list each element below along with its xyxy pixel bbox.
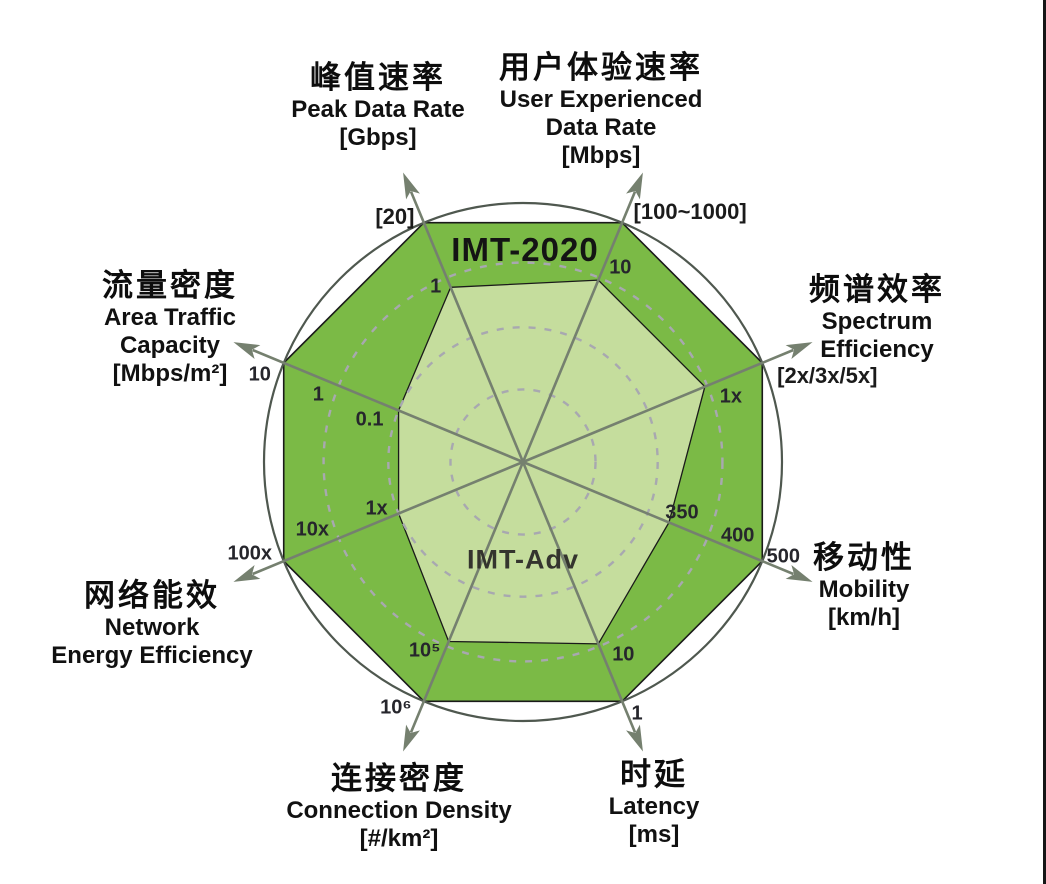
axis-title-en: Data Rate: [545, 114, 657, 141]
axis-line-spectrum-efficiency: [522, 348, 794, 464]
axis-line-network-energy-efficiency: [252, 460, 524, 576]
axis-label-latency: 时延 Latency [ms]: [534, 757, 774, 849]
axis-line-user-experienced-data-rate: [521, 191, 637, 463]
axis-title-cn: 峰值速率: [310, 60, 446, 96]
axis-title-en: Mobility: [818, 576, 910, 603]
series-label-imt-adv: IMT-Adv: [467, 544, 579, 575]
axis-line-peak-data-rate: [409, 191, 525, 463]
axis-label-user-experienced-data-rate: 用户体验速率 User Experienced Data Rate [Mbps]: [481, 50, 721, 170]
axis-title-en: Area Traffic: [103, 304, 237, 331]
axis-title-en: Capacity: [119, 332, 221, 359]
outer-circle: [262, 201, 784, 723]
table-cell-border: [1043, 0, 1046, 884]
dashed-gridline-circle: [387, 326, 659, 598]
axis-unit: [Mbps/m²]: [112, 360, 228, 387]
axis-title-cn: 网络能效: [84, 578, 220, 614]
dashed-gridline-circle: [322, 261, 724, 663]
axis-arrowhead-mobility: [785, 565, 813, 582]
axis-arrowhead-user-experienced-data-rate: [626, 172, 643, 200]
axis-unit: [ms]: [628, 821, 680, 848]
axis-line-mobility: [522, 460, 794, 576]
axis-title-cn: 时延: [620, 757, 688, 793]
axis-title-cn: 流量密度: [102, 268, 238, 304]
axis-label-spectrum-efficiency: 频谱效率 Spectrum Efficiency: [757, 272, 997, 364]
axis-title-cn: 用户体验速率: [499, 50, 703, 86]
axis-unit: [Gbps]: [339, 124, 417, 151]
axis-line-connection-density: [409, 461, 525, 733]
axis-unit: [Mbps]: [561, 142, 641, 169]
axis-label-area-traffic-capacity: 流量密度 Area Traffic Capacity [Mbps/m²]: [50, 268, 290, 388]
axis-arrowhead-peak-data-rate: [403, 172, 420, 200]
axis-title-en: Efficiency: [820, 336, 934, 363]
dashed-gridline-circle: [449, 388, 597, 536]
axis-title-en: Spectrum: [821, 308, 933, 335]
axis-title-cn: 连接密度: [331, 761, 467, 797]
axis-label-peak-data-rate: 峰值速率 Peak Data Rate [Gbps]: [258, 60, 498, 152]
axis-arrowhead-connection-density: [403, 724, 420, 752]
axis-title-cn: 移动性: [813, 540, 915, 576]
axis-label-mobility: 移动性 Mobility [km/h]: [744, 540, 984, 632]
axis-line-latency: [521, 461, 637, 733]
axis-title-en: Latency: [608, 793, 700, 820]
axis-label-connection-density: 连接密度 Connection Density [#/km²]: [259, 761, 539, 853]
series-label-imt2020: IMT-2020: [451, 231, 599, 268]
axis-title-en: Network: [104, 614, 200, 641]
axis-title-en: Connection Density: [286, 797, 512, 824]
axis-unit: [#/km²]: [359, 825, 439, 852]
axis-arrowhead-latency: [626, 724, 643, 752]
axis-title-en: User Experienced: [499, 86, 703, 113]
axis-arrowhead-area-traffic-capacity: [233, 342, 261, 359]
axis-arrowhead-network-energy-efficiency: [233, 565, 261, 582]
axis-title-cn: 频谱效率: [809, 272, 945, 308]
axis-line-area-traffic-capacity: [252, 348, 524, 464]
axis-unit: [km/h]: [828, 604, 900, 631]
axis-title-en: Energy Efficiency: [51, 642, 253, 669]
axis-arrowhead-spectrum-efficiency: [785, 342, 813, 359]
axis-label-network-energy-efficiency: 网络能效 Network Energy Efficiency: [32, 578, 272, 670]
axis-title-en: Peak Data Rate: [291, 96, 465, 123]
